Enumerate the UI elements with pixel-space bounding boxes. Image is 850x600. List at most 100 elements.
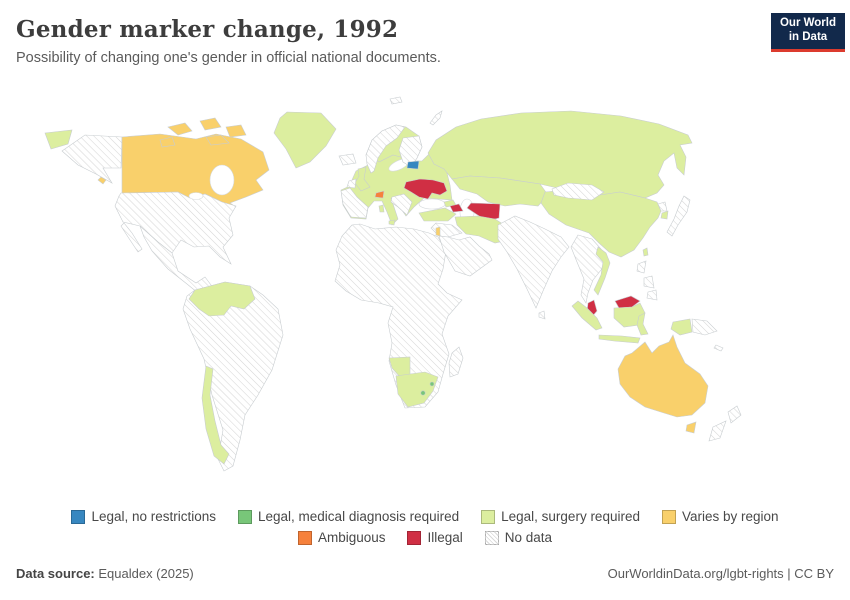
region-namibia[interactable] <box>388 356 411 378</box>
owid-logo-line1: Our World <box>779 17 836 29</box>
legend-row-2: Ambiguous Illegal No data <box>0 528 850 547</box>
map-container <box>0 85 850 505</box>
region-sumatra[interactable] <box>571 300 603 331</box>
region-se-asia-mainland[interactable] <box>570 234 607 304</box>
legend-item-legal-no-restrictions[interactable]: Legal, no restrictions <box>71 509 216 524</box>
legend-label: Illegal <box>427 530 463 545</box>
legend-swatch <box>407 530 422 545</box>
legend-label: Legal, medical diagnosis required <box>258 509 460 524</box>
region-arctic-island[interactable] <box>205 134 230 146</box>
legend-item-legal-surgery[interactable]: Legal, surgery required <box>481 509 640 524</box>
footer-link[interactable]: OurWorldinData.org/lgbt-rights | CC BY <box>607 566 834 581</box>
legend-swatch <box>71 509 86 524</box>
region-novaya-zemlya[interactable] <box>429 110 443 126</box>
region-usa[interactable] <box>114 191 237 265</box>
region-arctic-island[interactable] <box>225 124 247 138</box>
legend-item-no-data[interactable]: No data <box>484 530 553 545</box>
region-vancouver-island[interactable] <box>97 176 107 185</box>
legend-swatch <box>484 530 499 545</box>
legend-item-illegal[interactable]: Illegal <box>407 530 463 545</box>
region-philippines[interactable] <box>636 260 647 274</box>
great-lakes <box>188 192 204 200</box>
legend-swatch <box>661 509 676 524</box>
region-sicily[interactable] <box>388 219 396 226</box>
hudson-bay <box>209 164 235 196</box>
region-papua-new-guinea[interactable] <box>691 318 718 336</box>
region-south-asia[interactable] <box>497 215 570 309</box>
region-svalbard[interactable] <box>389 96 403 105</box>
region-arabia[interactable] <box>438 235 493 277</box>
region-new-zealand[interactable] <box>727 405 742 424</box>
region-alaska[interactable] <box>61 134 123 184</box>
region-arctic-island[interactable] <box>167 122 193 136</box>
region-central-asia[interactable] <box>451 175 549 207</box>
region-philippines[interactable] <box>643 275 655 289</box>
page-subtitle: Possibility of changing one's gender in … <box>16 50 441 66</box>
region-balkans[interactable] <box>390 193 413 216</box>
legend-label: Legal, no restrictions <box>91 509 217 524</box>
data-source: Data source: Equaldex (2025) <box>16 566 194 581</box>
region-norway[interactable] <box>365 124 406 174</box>
region-new-zealand[interactable] <box>708 420 727 442</box>
data-source-value: Equaldex (2025) <box>94 566 194 581</box>
legend-label: Ambiguous <box>317 530 386 545</box>
region-turkey[interactable] <box>418 207 457 222</box>
region-south-america[interactable] <box>182 281 284 472</box>
region-eswatini[interactable] <box>429 381 435 387</box>
region-colombia-venezuela[interactable] <box>188 281 256 317</box>
region-madagascar[interactable] <box>448 346 464 378</box>
region-philippines[interactable] <box>646 289 658 301</box>
region-baja[interactable] <box>120 222 143 253</box>
region-iberia[interactable] <box>340 187 369 219</box>
region-chukotka[interactable] <box>44 129 73 150</box>
region-java[interactable] <box>598 334 641 344</box>
legend-row-1: Legal, no restrictions Legal, medical dia… <box>0 507 850 526</box>
region-ireland[interactable] <box>346 178 357 189</box>
region-west-papua[interactable] <box>670 318 693 336</box>
page-title: Gender marker change, 1992 <box>16 16 399 43</box>
region-estonia[interactable] <box>406 160 420 170</box>
region-chile[interactable] <box>201 365 230 465</box>
region-arctic-island[interactable] <box>199 117 222 131</box>
region-africa[interactable] <box>334 223 463 409</box>
region-mongolia[interactable] <box>551 182 605 201</box>
data-source-label: Data source: <box>16 566 95 581</box>
legend-swatch <box>238 509 253 524</box>
legend-label: Legal, surgery required <box>501 509 640 524</box>
owid-logo-line2: in Data <box>788 31 828 43</box>
region-china[interactable] <box>540 189 662 258</box>
region-vietnam[interactable] <box>593 246 611 296</box>
region-greenland[interactable] <box>273 111 337 169</box>
legend-item-legal-medical-diagnosis[interactable]: Legal, medical diagnosis required <box>238 509 459 524</box>
region-arctic-island[interactable] <box>159 136 176 148</box>
region-ukraine[interactable] <box>403 178 448 200</box>
region-uk[interactable] <box>354 166 371 192</box>
region-new-caledonia[interactable] <box>713 344 724 352</box>
region-lesotho[interactable] <box>420 390 426 396</box>
footer: Data source: Equaldex (2025) OurWorldinD… <box>16 566 834 581</box>
region-north-korea[interactable] <box>657 201 668 212</box>
legend-label: Varies by region <box>681 509 779 524</box>
region-japan[interactable] <box>666 195 691 237</box>
region-australia[interactable] <box>617 334 709 418</box>
region-switzerland[interactable] <box>374 190 385 199</box>
legend-swatch <box>481 509 496 524</box>
region-azerbaijan[interactable] <box>449 203 464 213</box>
region-south-korea[interactable] <box>660 210 669 220</box>
region-sri-lanka[interactable] <box>538 310 546 320</box>
region-taiwan[interactable] <box>642 247 649 257</box>
legend-item-ambiguous[interactable]: Ambiguous <box>297 530 386 545</box>
legend-label: No data <box>504 530 553 545</box>
region-malaysia-borneo[interactable] <box>614 295 641 309</box>
region-south-africa[interactable] <box>395 371 439 408</box>
legend-swatch <box>297 530 312 545</box>
map-legend: Legal, no restrictions Legal, medical dia… <box>0 507 850 549</box>
region-sulawesi[interactable] <box>636 312 649 336</box>
owid-logo[interactable]: Our World in Data <box>771 13 845 52</box>
legend-item-varies-by-region[interactable]: Varies by region <box>661 509 779 524</box>
region-tasmania[interactable] <box>685 421 697 434</box>
region-israel[interactable] <box>435 226 441 237</box>
region-iceland[interactable] <box>338 153 357 166</box>
region-sardinia[interactable] <box>378 204 385 213</box>
